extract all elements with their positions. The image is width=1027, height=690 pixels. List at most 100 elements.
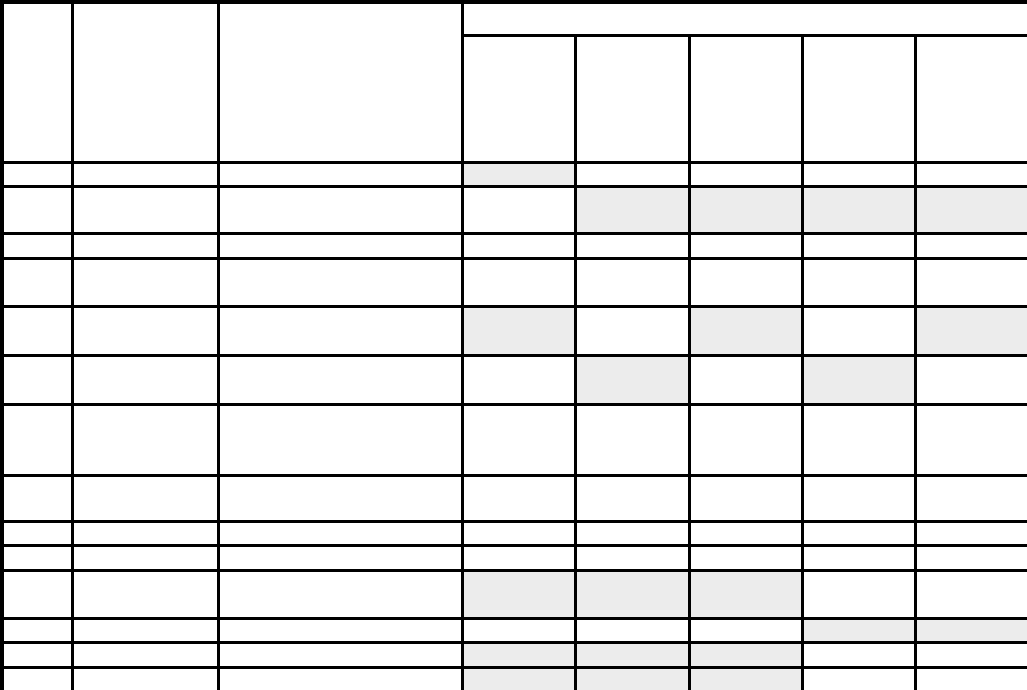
shaded-cell-col-f-row-13 (687, 640, 804, 669)
table-cell-col-h-row-13 (913, 640, 1027, 669)
subheader-cell-col-g (800, 33, 917, 164)
table-cell-col-a-row-9 (0, 519, 74, 547)
table-cell-col-f-row-8 (687, 473, 804, 523)
table-cell-col-c-row-5 (216, 304, 464, 357)
table-cell-col-b-row-10 (70, 543, 220, 572)
table-cell-col-a-row-2 (0, 184, 74, 235)
table-row (0, 543, 1027, 572)
shaded-cell-col-e-row-2 (573, 184, 691, 235)
table-cell-col-g-row-8 (800, 473, 917, 523)
shaded-cell-col-d-row-1 (460, 160, 577, 188)
table-cell-col-g-row-7 (800, 402, 917, 477)
table-cell-col-c-row-2 (216, 184, 464, 235)
table-cell-col-g-row-5 (800, 304, 917, 357)
table-cell-col-h-row-4 (913, 256, 1027, 308)
table-cell-col-g-row-11 (800, 568, 917, 620)
table-cell-col-h-row-14 (913, 665, 1027, 690)
shaded-cell-col-e-row-14 (573, 665, 691, 690)
group-header-spanner-cell (460, 0, 1027, 37)
table-cell-col-a-row-14 (0, 665, 74, 690)
table-cell-col-c-row-11 (216, 568, 464, 620)
table-cell-col-a-row-11 (0, 568, 74, 620)
form-header (0, 0, 1027, 164)
table-cell-col-g-row-13 (800, 640, 917, 669)
shaded-cell-col-f-row-2 (687, 184, 804, 235)
shaded-cell-col-d-row-5 (460, 304, 577, 357)
table-cell-col-d-row-10 (460, 543, 577, 572)
table-cell-col-f-row-12 (687, 616, 804, 644)
table-cell-col-b-row-6 (70, 353, 220, 406)
header-row-sub (2, 33, 1027, 164)
table-cell-col-f-row-10 (687, 543, 804, 572)
table-cell-col-c-row-3 (216, 231, 464, 260)
table-row (0, 160, 1027, 188)
table-row (0, 353, 1027, 406)
subheader-cell-col-f (687, 33, 804, 164)
table-cell-col-e-row-9 (573, 519, 691, 547)
shaded-cell-col-g-row-6 (800, 353, 917, 406)
table-cell-col-c-row-8 (216, 473, 464, 523)
table-cell-col-e-row-5 (573, 304, 691, 357)
table-cell-col-a-row-12 (0, 616, 74, 644)
table-cell-col-g-row-9 (800, 519, 917, 547)
table-cell-col-d-row-9 (460, 519, 577, 547)
subheader-cell-col-d (460, 33, 577, 164)
table-cell-col-d-row-4 (460, 256, 577, 308)
table-cell-col-b-row-4 (70, 256, 220, 308)
table-cell-col-d-row-3 (460, 231, 577, 260)
shaded-cell-col-e-row-11 (573, 568, 691, 620)
subheader-cell-col-h (913, 33, 1027, 164)
header-cell-col-c (216, 0, 464, 164)
table-cell-col-a-row-6 (0, 353, 74, 406)
table-cell-col-g-row-3 (800, 231, 917, 260)
header-cell-col-b (70, 0, 220, 164)
table-cell-col-d-row-7 (460, 402, 577, 477)
table-cell-col-e-row-1 (573, 160, 691, 188)
table-cell-col-g-row-1 (800, 160, 917, 188)
table-cell-col-d-row-8 (460, 473, 577, 523)
table-cell-col-a-row-5 (0, 304, 74, 357)
table-cell-col-a-row-4 (0, 256, 74, 308)
shaded-cell-col-f-row-14 (687, 665, 804, 690)
table-cell-col-a-row-13 (0, 640, 74, 669)
shaded-cell-col-d-row-11 (460, 568, 577, 620)
table-cell-col-b-row-8 (70, 473, 220, 523)
table-cell-col-h-row-3 (913, 231, 1027, 260)
table-cell-col-h-row-1 (913, 160, 1027, 188)
table-row (0, 473, 1027, 523)
shaded-cell-col-h-row-2 (913, 184, 1027, 235)
table-row (0, 568, 1027, 620)
table-cell-col-b-row-1 (70, 160, 220, 188)
table-row (0, 519, 1027, 547)
table-cell-col-d-row-12 (460, 616, 577, 644)
table-cell-col-g-row-14 (800, 665, 917, 690)
shaded-cell-col-g-row-12 (800, 616, 917, 644)
table-cell-col-f-row-3 (687, 231, 804, 260)
table-row (0, 665, 1027, 690)
table-cell-col-e-row-3 (573, 231, 691, 260)
table-cell-col-b-row-12 (70, 616, 220, 644)
table-row (0, 304, 1027, 357)
header-cell-col-a (0, 0, 74, 164)
table-cell-col-h-row-6 (913, 353, 1027, 406)
subheader-cell-col-e (573, 33, 691, 164)
table-cell-col-b-row-2 (70, 184, 220, 235)
table-cell-col-h-row-7 (913, 402, 1027, 477)
table-cell-col-e-row-12 (573, 616, 691, 644)
table-cell-col-f-row-9 (687, 519, 804, 547)
shaded-cell-col-d-row-14 (460, 665, 577, 690)
table-cell-col-e-row-10 (573, 543, 691, 572)
table-cell-col-a-row-8 (0, 473, 74, 523)
table-row (0, 640, 1027, 669)
table-cell-col-b-row-13 (70, 640, 220, 669)
table-cell-col-c-row-4 (216, 256, 464, 308)
table-cell-col-b-row-3 (70, 231, 220, 260)
table-cell-col-c-row-6 (216, 353, 464, 406)
table-cell-col-a-row-1 (0, 160, 74, 188)
shaded-cell-col-h-row-5 (913, 304, 1027, 357)
table-cell-col-c-row-10 (216, 543, 464, 572)
form-body (0, 160, 1027, 690)
table-cell-col-h-row-8 (913, 473, 1027, 523)
